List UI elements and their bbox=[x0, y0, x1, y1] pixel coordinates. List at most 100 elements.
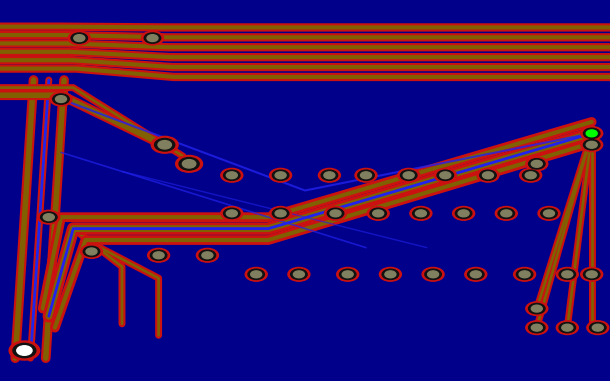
Circle shape bbox=[270, 168, 292, 182]
Circle shape bbox=[412, 208, 429, 218]
Circle shape bbox=[245, 267, 267, 281]
Circle shape bbox=[270, 207, 292, 220]
Circle shape bbox=[398, 168, 420, 182]
Circle shape bbox=[196, 248, 218, 262]
Circle shape bbox=[355, 168, 377, 182]
Circle shape bbox=[86, 248, 97, 255]
Circle shape bbox=[587, 321, 609, 335]
Circle shape bbox=[330, 210, 341, 217]
Circle shape bbox=[440, 172, 451, 179]
Circle shape bbox=[151, 250, 167, 261]
Circle shape bbox=[467, 269, 484, 280]
Circle shape bbox=[148, 248, 170, 262]
Circle shape bbox=[586, 141, 597, 148]
Circle shape bbox=[272, 170, 289, 181]
Circle shape bbox=[339, 269, 356, 280]
Circle shape bbox=[272, 208, 289, 218]
Circle shape bbox=[83, 246, 100, 257]
Circle shape bbox=[379, 267, 401, 281]
Circle shape bbox=[199, 250, 216, 261]
Circle shape bbox=[158, 141, 171, 149]
Circle shape bbox=[455, 208, 472, 218]
Circle shape bbox=[592, 324, 603, 331]
Circle shape bbox=[583, 269, 600, 280]
Circle shape bbox=[52, 94, 70, 104]
Circle shape bbox=[528, 159, 545, 169]
Circle shape bbox=[498, 208, 514, 218]
Circle shape bbox=[367, 207, 389, 220]
Circle shape bbox=[526, 157, 548, 171]
Circle shape bbox=[325, 207, 346, 220]
Circle shape bbox=[583, 140, 600, 150]
Circle shape bbox=[522, 170, 539, 181]
Circle shape bbox=[401, 170, 417, 181]
Circle shape bbox=[483, 172, 493, 179]
Circle shape bbox=[556, 267, 578, 281]
Circle shape bbox=[559, 322, 576, 333]
Circle shape bbox=[559, 269, 576, 280]
Circle shape bbox=[9, 341, 40, 360]
Circle shape bbox=[586, 271, 597, 278]
Circle shape bbox=[13, 343, 36, 358]
Circle shape bbox=[495, 207, 517, 220]
Circle shape bbox=[288, 267, 310, 281]
Circle shape bbox=[544, 210, 554, 217]
Circle shape bbox=[422, 267, 444, 281]
Circle shape bbox=[223, 208, 240, 218]
Circle shape bbox=[38, 210, 60, 224]
Circle shape bbox=[583, 128, 600, 138]
Circle shape bbox=[385, 271, 396, 278]
Circle shape bbox=[581, 138, 603, 152]
Circle shape bbox=[290, 269, 307, 280]
Circle shape bbox=[501, 210, 512, 217]
Circle shape bbox=[251, 271, 262, 278]
Circle shape bbox=[556, 321, 578, 335]
Circle shape bbox=[81, 245, 102, 258]
Circle shape bbox=[147, 35, 158, 42]
Circle shape bbox=[581, 126, 603, 140]
Circle shape bbox=[202, 252, 213, 259]
Circle shape bbox=[226, 172, 237, 179]
Circle shape bbox=[562, 271, 573, 278]
Circle shape bbox=[437, 170, 454, 181]
Circle shape bbox=[428, 271, 439, 278]
Circle shape bbox=[528, 322, 545, 333]
Circle shape bbox=[221, 168, 243, 182]
Circle shape bbox=[453, 207, 475, 220]
Circle shape bbox=[458, 210, 469, 217]
Circle shape bbox=[144, 33, 161, 43]
Circle shape bbox=[425, 269, 442, 280]
Circle shape bbox=[410, 207, 432, 220]
Circle shape bbox=[248, 269, 265, 280]
Circle shape bbox=[71, 33, 88, 43]
Circle shape bbox=[275, 172, 286, 179]
Circle shape bbox=[176, 155, 203, 172]
Circle shape bbox=[155, 139, 175, 151]
Circle shape bbox=[525, 172, 536, 179]
Circle shape bbox=[519, 271, 530, 278]
Circle shape bbox=[531, 160, 542, 167]
Circle shape bbox=[56, 96, 66, 102]
Circle shape bbox=[74, 35, 85, 42]
Circle shape bbox=[50, 92, 72, 106]
Circle shape bbox=[520, 168, 542, 182]
Circle shape bbox=[327, 208, 344, 218]
Circle shape bbox=[370, 208, 387, 218]
Circle shape bbox=[142, 31, 163, 45]
Circle shape bbox=[382, 269, 399, 280]
Circle shape bbox=[531, 324, 542, 331]
Circle shape bbox=[182, 160, 196, 168]
Circle shape bbox=[479, 170, 497, 181]
Circle shape bbox=[528, 303, 545, 314]
Circle shape bbox=[589, 322, 606, 333]
Circle shape bbox=[43, 214, 54, 221]
Circle shape bbox=[540, 208, 558, 218]
Circle shape bbox=[373, 210, 384, 217]
Circle shape bbox=[531, 305, 542, 312]
Circle shape bbox=[477, 168, 499, 182]
Circle shape bbox=[293, 271, 304, 278]
Circle shape bbox=[275, 210, 286, 217]
Circle shape bbox=[526, 302, 548, 315]
Circle shape bbox=[221, 207, 243, 220]
Circle shape bbox=[226, 210, 237, 217]
